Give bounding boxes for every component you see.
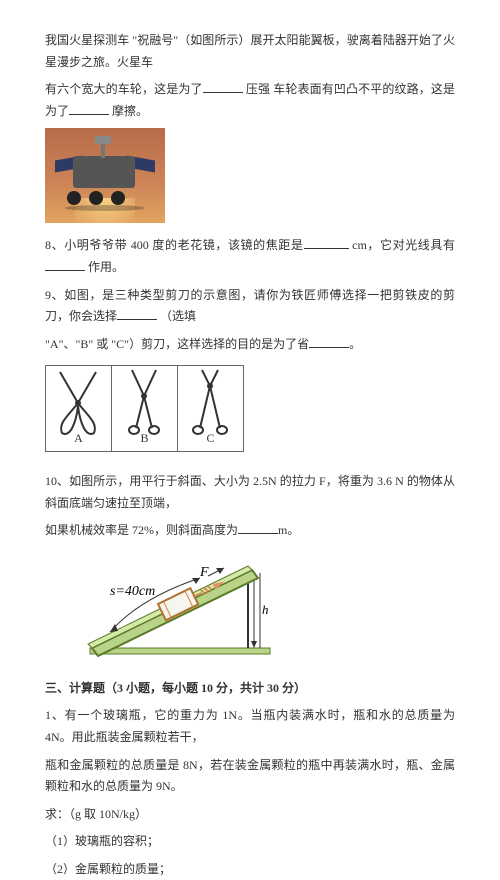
q9-figure: A B [45,361,455,459]
q9-line1: 9、如图，是三种类型剪刀的示意图，请你为铁匠师傅选择一把剪铁皮的剪刀，你会选择 … [45,285,455,328]
q10-figure: h s=40cm F [80,548,290,668]
q9a: 9、如图，是三种类型剪刀的示意图，请你为铁匠师傅选择一把剪铁皮的剪刀，你会选择 [45,288,455,324]
s-label: s=40cm [110,584,155,599]
q7-l2a: 有六个宽大的车轮，这是为了 [45,82,203,96]
q7-blank1 [203,80,243,93]
q9-line2: "A"、"B" 或 "C"）剪刀，这样选择的目的是为了省 。 [45,334,455,356]
q7-blank2 [69,102,109,115]
s3q1-l3: 求：（g 取 10N/kg） [45,804,455,826]
q9-blank2 [309,335,349,348]
q8a: 8、小明爷爷带 400 度的老花镜，该镜的焦距是 [45,238,304,252]
q7-line2: 有六个宽大的车轮，这是为了 压强 车轮表面有凹凸不平的纹路，这是为了 摩擦。 [45,79,455,122]
q10-line1: 10、如图所示，用平行于斜面、大小为 2.5N 的拉力 F，将重为 3.6 N … [45,471,455,514]
q7-figure [45,128,455,223]
label-b: B [112,428,177,450]
q7-line1: 我国火星探测车 "祝融号"（如图所示）展开太阳能翼板，驶离着陆器开始了火星漫步之… [45,30,455,73]
scissors-b: B [112,366,178,451]
h-label: h [262,602,269,617]
scissors-c: C [178,366,243,451]
q9b: （选填 [160,309,196,323]
s3q1-l2: 瓶和金属颗粒的总质量是 8N，若在装金属颗粒的瓶中再装满水时，瓶、金属颗粒和水的… [45,755,455,798]
q10-line2: 如果机械效率是 72%，则斜面高度为 m。 [45,520,455,542]
s3q1-sub2: （2）金属颗粒的质量； [45,859,455,880]
page-root: 我国火星探测车 "祝融号"（如图所示）展开太阳能翼板，驶离着陆器开始了火星漫步之… [0,0,500,707]
s3q1-sub1: （1）玻璃瓶的容积； [45,831,455,853]
q9l2a: "A"、"B" 或 "C"）剪刀，这样选择的目的是为了省 [45,337,309,351]
q8-blank2 [45,258,85,271]
section3-title: 三、计算题（3 小题，每小题 10 分，共计 30 分） [45,678,455,700]
scissors-a: A [46,366,112,451]
scissors-row: A B [45,365,244,452]
s3q1-l1: 1、有一个玻璃瓶，它的重力为 1N。当瓶内装满水时，瓶和水的总质量为 4N。用此… [45,705,455,748]
q8-line: 8、小明爷爷带 400 度的老花镜，该镜的焦距是 cm，它对光线具有 作用。 [45,235,455,278]
q10l2a: 如果机械效率是 72%，则斜面高度为 [45,523,238,537]
q10-blank [238,521,278,534]
q7-l2c: 摩擦。 [112,104,148,118]
q8-blank1 [304,236,349,249]
rover-illustration [45,128,165,223]
label-c: C [178,428,243,450]
label-a: A [46,428,111,450]
F-label: F [199,565,209,580]
q8b: cm，它对光线具有 [352,238,455,252]
q9l2b: 。 [349,337,361,351]
q8c: 作用。 [88,260,124,274]
q10l2b: m。 [278,523,299,537]
q9-blank [117,307,157,320]
